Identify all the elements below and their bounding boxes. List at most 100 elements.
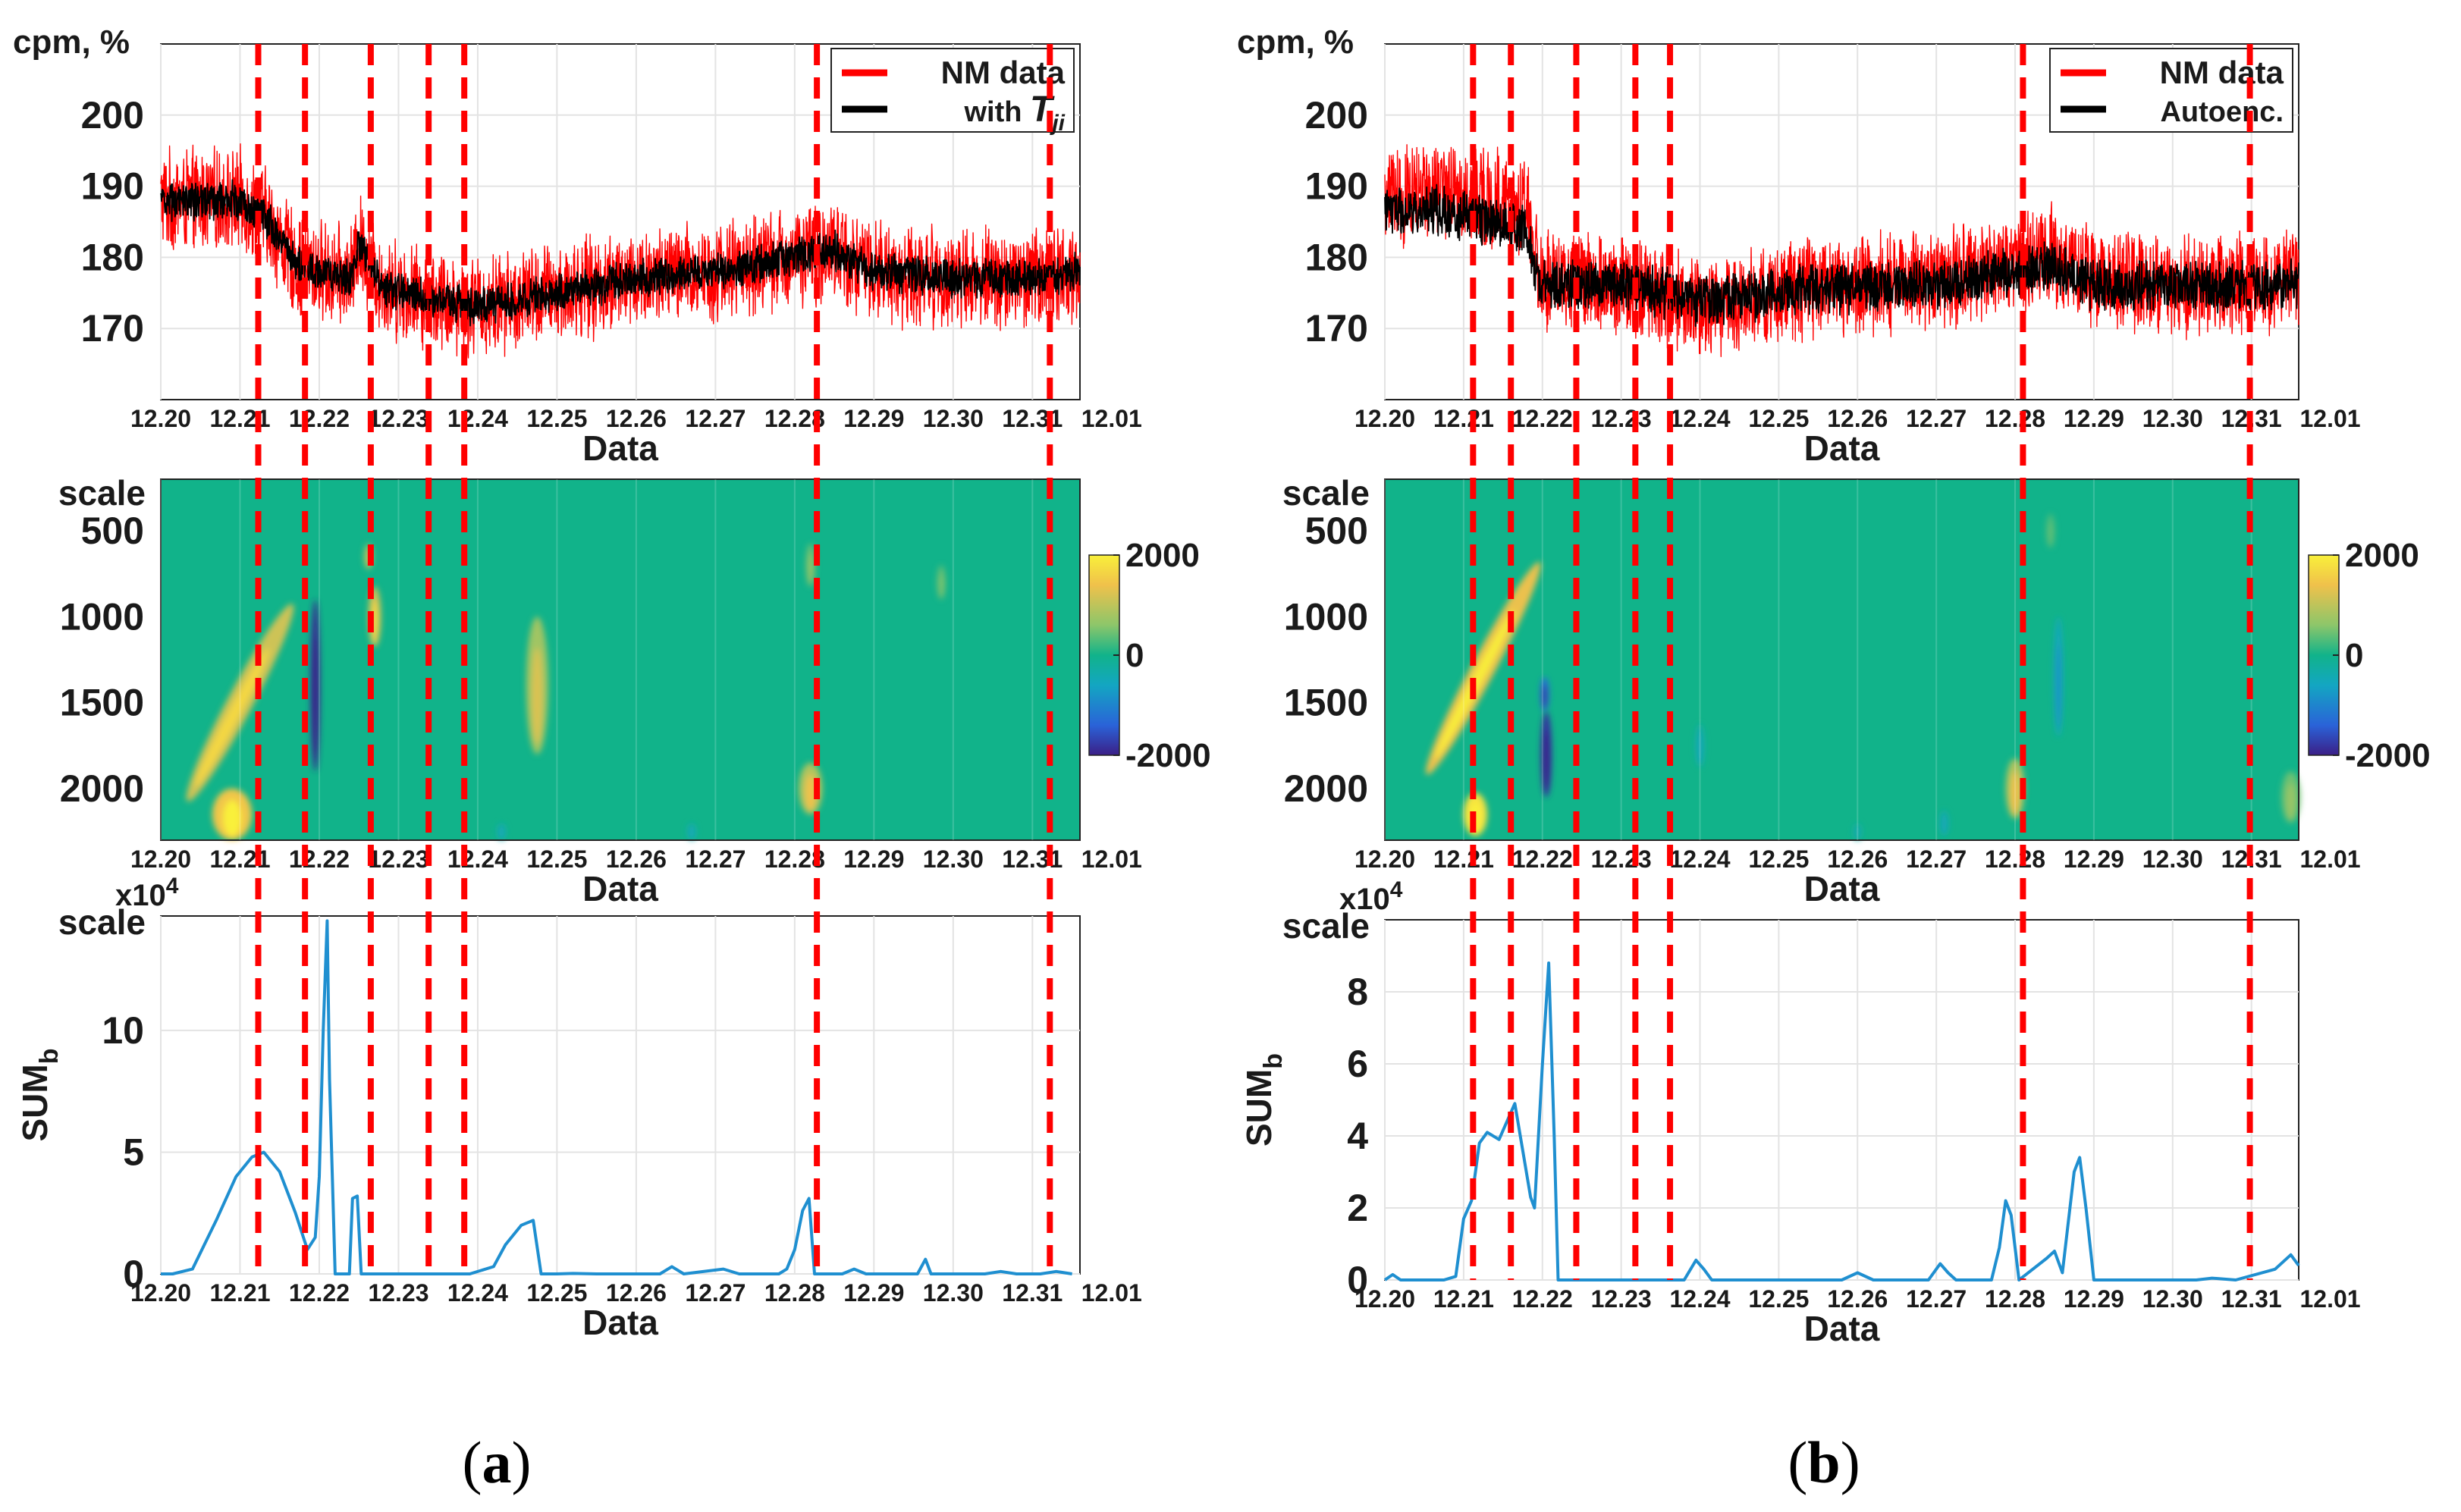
heatmap-y-axis-label: scale: [58, 473, 146, 513]
cpm-x-tick-label: 12.28: [1985, 405, 2045, 432]
legend-model-prefix: with: [963, 96, 1030, 128]
cpm-y-tick-label: 190: [1305, 165, 1368, 208]
sum-x-tick-label: 12.25: [526, 1279, 587, 1307]
sum-multiplier-exp: 4: [166, 874, 179, 899]
cpm-x-tick-label: 12.30: [2142, 405, 2203, 432]
heatmap-feature-core: [499, 827, 504, 839]
heatmap-feature-core: [2011, 772, 2020, 814]
caption-letter: b: [1807, 1429, 1840, 1495]
heatmap-feature-core: [1543, 730, 1549, 791]
legend-label-nm-data: NM data: [2160, 55, 2284, 90]
colorbar-tick-label: 0: [1125, 637, 1144, 674]
legend-box: [830, 48, 1075, 133]
heatmap-x-tick-label: 12.01: [2300, 845, 2361, 873]
sum-x-tick-label: 12.22: [289, 1279, 350, 1307]
cpm-x-tick-label: 12.23: [1591, 405, 1652, 432]
legend-label-nm-data: NM data: [941, 55, 1066, 90]
sum-x-tick-label: 12.21: [209, 1279, 270, 1307]
heatmap-y-tick-label: 1000: [1284, 595, 1368, 638]
heatmap-y-tick-label: 1500: [60, 682, 144, 724]
sum-x-tick-label: 12.28: [1985, 1285, 2045, 1313]
heatmap-feature-core: [195, 648, 269, 787]
cpm-x-axis-label: Data: [1804, 428, 1880, 468]
caption-paren: ): [512, 1429, 532, 1495]
colorbar-tick-label: -2000: [2345, 737, 2431, 774]
cpm-y-tick-label: 200: [1305, 94, 1368, 136]
heatmap-x-tick-label: 12.22: [1512, 845, 1573, 873]
sum-x-tick-label: 12.20: [130, 1279, 191, 1307]
heatmap-y-tick-label: 500: [81, 510, 144, 552]
cpm-x-tick-label: 12.22: [1512, 405, 1573, 432]
heatmap-feature-core: [808, 553, 813, 584]
heatmap-x-tick-label: 12.23: [1591, 845, 1652, 873]
cpm-y-tick-label: 170: [81, 307, 144, 350]
heatmap-frame: [160, 478, 1081, 841]
sum-x-tick-label: 12.28: [764, 1279, 825, 1307]
heatmap-x-tick-label: 12.26: [606, 845, 667, 873]
sum-multiplier-base: x10: [115, 879, 166, 912]
heatmap-feature-core: [1941, 815, 1947, 834]
cpm-x-tick-label: 12.26: [606, 405, 667, 432]
series-line-model: [160, 179, 1081, 327]
cpm-y-tick-label: 180: [81, 236, 144, 278]
colorbar-tick-label: 0: [2345, 637, 2363, 674]
heatmap-feature-core: [312, 638, 318, 759]
heatmap-feature-core: [532, 648, 542, 745]
sum-x-tick-label: 12.20: [1354, 1285, 1415, 1313]
sum-x-tick-label: 12.30: [2142, 1285, 2203, 1313]
cpm-y-tick-label: 200: [81, 94, 144, 136]
cpm-y-axis-label: cpm, %: [1237, 24, 1354, 61]
cpm-x-tick-label: 12.01: [2300, 405, 2361, 432]
sum-y-tick-label: 6: [1347, 1043, 1368, 1085]
heatmap-x-tick-label: 12.24: [1669, 845, 1730, 873]
cpm-x-tick-label: 12.24: [447, 405, 508, 432]
heatmap-feature-core: [689, 827, 694, 839]
heatmap-feature-core: [2056, 644, 2061, 729]
sum-series-line: [1383, 961, 2300, 1281]
sum-x-axis-label: Data: [582, 1303, 658, 1342]
cpm-x-tick-label: 12.24: [1669, 405, 1730, 432]
cpm-y-axis-label: cpm, %: [13, 24, 130, 61]
sum-x-tick-label: 12.29: [2064, 1285, 2124, 1313]
caption-letter: a: [482, 1429, 512, 1495]
sum-multiplier-base: x10: [1339, 883, 1390, 916]
cpm-x-tick-label: 12.25: [1748, 405, 1809, 432]
cpm-x-tick-label: 12.20: [1354, 405, 1415, 432]
caption-paren: (: [1788, 1429, 1807, 1495]
sum-x-tick-label: 12.23: [1591, 1285, 1652, 1313]
series-line-nm-data: [160, 143, 1081, 359]
heatmap-x-tick-label: 12.29: [2064, 845, 2124, 873]
sum-x-tick-label: 12.26: [606, 1279, 667, 1307]
cpm-x-tick-label: 12.20: [130, 405, 191, 432]
sum-x-tick-label: 12.26: [1827, 1285, 1888, 1313]
sum-y-tick-label: 0: [1347, 1259, 1368, 1301]
heatmap-feature-core: [1855, 827, 1860, 839]
colorbar-tick-label: 2000: [2345, 537, 2419, 574]
sum-y-tick-label: 2: [1347, 1187, 1368, 1229]
heatmap-y-tick-label: 500: [1305, 510, 1368, 552]
caption-paren: ): [1841, 1429, 1860, 1495]
sum-multiplier: x104: [1339, 877, 1403, 916]
heatmap-x-tick-label: 12.26: [1827, 845, 1888, 873]
cpm-x-tick-label: 12.01: [1081, 405, 1142, 432]
sum-y-axis-label-base: SUM: [1239, 1069, 1279, 1147]
cpm-y-tick-label: 180: [1305, 236, 1368, 278]
sum-x-tick-label: 12.01: [2300, 1285, 2361, 1313]
legend-label-model: with Tji: [963, 89, 1065, 136]
heatmap-x-axis-label: Data: [1804, 869, 1880, 908]
heatmap-background: [1384, 478, 2299, 841]
heatmap-y-tick-label: 2000: [60, 767, 144, 810]
sum-x-tick-label: 12.27: [685, 1279, 746, 1307]
heatmap-x-tick-label: 12.28: [1985, 845, 2045, 873]
legend-label-model: Autoenc.: [2160, 96, 2284, 128]
heatmap-feature-core: [1697, 733, 1703, 764]
heatmap-y-tick-label: 2000: [1284, 767, 1368, 810]
cpm-x-tick-label: 12.25: [526, 405, 587, 432]
colorbar-tick-label: -2000: [1125, 737, 1211, 774]
sum-y-axis-label-base: SUM: [15, 1064, 55, 1141]
sum-x-tick-label: 12.21: [1433, 1285, 1494, 1313]
heatmap-feature-core: [805, 774, 816, 811]
heatmap-feature-core: [1543, 684, 1547, 709]
sum-plot-frame: [1384, 919, 2299, 1281]
